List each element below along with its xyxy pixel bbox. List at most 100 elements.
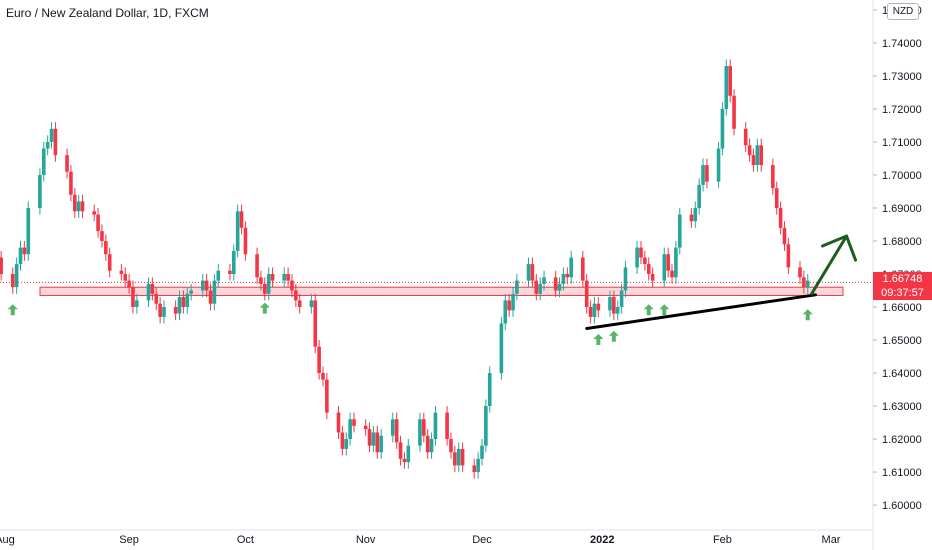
candle-body xyxy=(73,194,77,212)
candle-body xyxy=(394,419,399,443)
candle-body xyxy=(433,412,438,440)
candle-body xyxy=(538,283,542,294)
price-tick-label: 1.70000 xyxy=(882,170,922,182)
candle-body xyxy=(771,165,775,189)
candle-body xyxy=(45,141,50,149)
candle-body xyxy=(666,254,670,271)
time-tick-label: Aug xyxy=(0,534,15,546)
candle-body xyxy=(643,257,647,265)
price-tick-label: 1.63000 xyxy=(882,401,922,413)
candle-body xyxy=(511,293,515,311)
currency-badge[interactable]: NZD xyxy=(887,3,919,20)
candle-body xyxy=(391,419,395,436)
candle-body xyxy=(243,227,248,255)
candle-body xyxy=(123,274,128,281)
candle-body xyxy=(705,165,709,182)
candle-body xyxy=(80,201,85,212)
candle-body xyxy=(476,458,480,473)
candle-body xyxy=(69,171,73,195)
time-tick-label: Dec xyxy=(472,534,492,546)
candle-body xyxy=(212,280,217,304)
candle-body xyxy=(805,280,810,288)
candle-body xyxy=(158,303,162,317)
candle-body xyxy=(0,257,3,275)
candle-body xyxy=(228,270,232,275)
bar-countdown: 09:37:57 xyxy=(881,287,924,299)
candle-body xyxy=(689,214,694,222)
up-arrow-marker xyxy=(608,330,619,342)
candle-body xyxy=(584,280,589,308)
support-zone xyxy=(39,286,844,296)
candle-body xyxy=(677,214,682,248)
candle-body xyxy=(534,280,539,294)
candle-body xyxy=(177,297,182,314)
candle-body xyxy=(557,283,562,291)
candle-body xyxy=(270,274,275,281)
candle-body xyxy=(635,247,639,268)
candle-body xyxy=(639,247,643,258)
candle-body xyxy=(646,264,651,275)
candle-body xyxy=(487,373,492,407)
candle-body xyxy=(26,207,31,255)
candle-body xyxy=(743,128,748,146)
candle-body xyxy=(325,379,329,413)
candle-body xyxy=(104,240,108,255)
candle-body xyxy=(650,274,655,281)
candle-body xyxy=(92,211,96,215)
candle-body xyxy=(379,435,383,453)
candle-body xyxy=(38,174,42,208)
chart-title: Euro / New Zealand Dollar, 1D, FXCM xyxy=(6,6,209,20)
price-tick-label: 1.68000 xyxy=(882,236,922,248)
candle-body xyxy=(49,128,54,142)
candle-body xyxy=(774,188,779,208)
candle-body xyxy=(596,303,601,311)
candle-body xyxy=(119,270,124,275)
candle-body xyxy=(367,429,372,446)
candle-body xyxy=(615,307,620,314)
candle-body xyxy=(290,280,294,291)
candle-body xyxy=(402,458,407,463)
candle-body xyxy=(336,412,341,433)
projection-arrow-head xyxy=(821,234,858,262)
candle-body xyxy=(530,264,535,281)
candle-body xyxy=(449,439,453,453)
candle-body xyxy=(18,247,23,265)
price-tick-label: 1.61000 xyxy=(882,467,922,479)
candle-body xyxy=(375,432,380,453)
candle-body xyxy=(208,290,213,304)
candle-body xyxy=(724,66,729,109)
candle-body xyxy=(131,287,135,308)
candle-body xyxy=(282,274,287,281)
candle-body xyxy=(460,448,465,466)
candle-body xyxy=(204,280,209,291)
candle-body xyxy=(592,303,597,317)
candle-body xyxy=(542,277,546,284)
candle-body xyxy=(255,254,259,278)
candle-body xyxy=(755,145,760,166)
candle-body xyxy=(670,270,674,278)
candle-body xyxy=(232,250,236,275)
candle-body xyxy=(181,297,186,308)
price-tick-label: 1.64000 xyxy=(882,368,922,380)
projection-arrow-shaft xyxy=(810,234,849,296)
candle-body xyxy=(503,300,508,324)
candle-body xyxy=(313,300,318,347)
candle-body xyxy=(425,435,430,453)
candle-body xyxy=(429,439,434,453)
candle-body xyxy=(406,445,411,463)
candles xyxy=(0,59,810,479)
price-tick-label: 1.65000 xyxy=(882,335,922,347)
candle-body xyxy=(41,148,46,175)
candle-body xyxy=(321,373,325,380)
candle-body xyxy=(456,448,461,466)
candle-body xyxy=(100,231,104,241)
candle-body xyxy=(348,419,352,440)
candle-body xyxy=(608,297,612,311)
candle-body xyxy=(107,254,112,271)
up-arrow-marker xyxy=(593,334,604,346)
price-tick-label: 1.73000 xyxy=(882,71,922,83)
candle-body xyxy=(259,277,263,284)
candle-body xyxy=(344,439,349,449)
candle-body xyxy=(14,264,19,288)
